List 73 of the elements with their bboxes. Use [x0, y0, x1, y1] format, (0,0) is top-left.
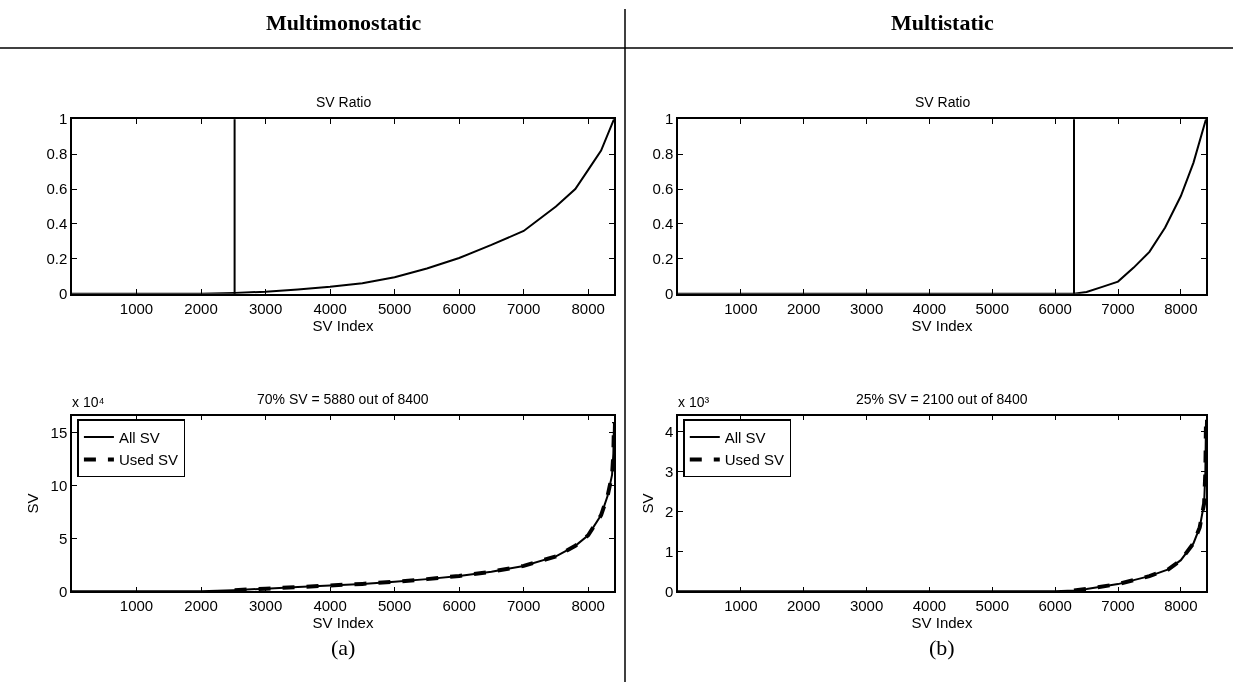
- x-axis-title: SV Index: [911, 614, 973, 632]
- x-tick-label: 6000: [1038, 299, 1072, 317]
- x-axis-title: SV Index: [911, 316, 973, 334]
- x-tick-label: 7000: [506, 299, 541, 317]
- x-tick-label: 8000: [1164, 299, 1198, 317]
- text: x 10⁴: [72, 394, 105, 410]
- x-tick-label: 6000: [442, 299, 476, 317]
- y-tick-label: 0: [664, 285, 674, 303]
- x-tick-label: 6000: [442, 597, 476, 615]
- x-tick-label: 3000: [849, 299, 884, 317]
- x-tick-label: 2000: [787, 299, 821, 317]
- y-tick-label: 3: [664, 462, 674, 480]
- legend-label: Used SV: [118, 451, 179, 469]
- x-tick-label: 4000: [313, 299, 347, 317]
- y-tick-label: 0.6: [46, 180, 68, 198]
- text: Multistatic: [891, 10, 994, 35]
- y-tick-label: 10: [50, 476, 68, 494]
- y-tick-label: 2: [664, 502, 674, 520]
- y-tick-label: 0.8: [46, 145, 68, 163]
- legend-label: All SV: [724, 428, 766, 446]
- x-tick-label: 8000: [571, 597, 605, 615]
- x-tick-label: 5000: [975, 299, 1009, 317]
- y-tick-label: 0.4: [46, 215, 68, 233]
- x-tick-label: 7000: [1101, 597, 1135, 615]
- legend-label: All SV: [118, 428, 160, 446]
- x-axis-title: SV Index: [312, 614, 374, 632]
- y-tick-label: 0: [58, 582, 68, 600]
- chart-title: SV Ratio: [316, 94, 372, 110]
- y-tick-label: 0.6: [652, 180, 674, 198]
- y-tick-label: 1: [664, 110, 674, 128]
- y-tick-label: 0.8: [652, 145, 674, 163]
- x-tick-label: 7000: [506, 597, 541, 615]
- text: x 10³: [678, 394, 710, 410]
- x-tick-label: 8000: [571, 299, 605, 317]
- y-tick-label: 15: [50, 423, 68, 441]
- x-tick-label: 2000: [184, 299, 218, 317]
- y-tick-label: 0.4: [652, 215, 674, 233]
- y-tick-label: 0: [58, 285, 68, 303]
- text: Multimonostatic: [266, 10, 422, 35]
- x-tick-label: 4000: [912, 597, 947, 615]
- y-tick-label: 0.2: [652, 250, 674, 268]
- y-tick-label: 1: [58, 110, 68, 128]
- legend-label: Used SV: [724, 451, 784, 469]
- x-tick-label: 6000: [1038, 597, 1072, 615]
- x-tick-label: 3000: [849, 597, 884, 615]
- x-tick-label: 5000: [377, 597, 412, 615]
- x-tick-label: 1000: [724, 597, 758, 615]
- x-tick-label: 2000: [184, 597, 218, 615]
- x-tick-label: 5000: [377, 299, 412, 317]
- x-tick-label: 5000: [975, 597, 1009, 615]
- y-tick-label: 0.2: [46, 250, 68, 268]
- x-axis-title: SV Index: [312, 316, 374, 334]
- x-tick-label: 1000: [119, 299, 154, 317]
- text: (b): [929, 635, 955, 660]
- x-tick-label: 3000: [248, 597, 283, 615]
- y-axis-title: SV: [638, 493, 656, 514]
- text: (a): [331, 635, 356, 660]
- x-tick-label: 7000: [1101, 299, 1135, 317]
- x-tick-label: 1000: [119, 597, 154, 615]
- y-tick-label: 1: [664, 542, 674, 560]
- y-tick-label: 4: [664, 422, 674, 440]
- x-tick-label: 1000: [724, 299, 758, 317]
- chart-title: 25% SV = 2100 out of 8400: [856, 391, 1028, 407]
- chart-title: 70% SV = 5880 out of 8400: [257, 391, 429, 407]
- x-tick-label: 3000: [248, 299, 283, 317]
- x-tick-label: 2000: [787, 597, 821, 615]
- y-axis-title: SV: [24, 493, 42, 514]
- x-tick-label: 4000: [912, 299, 947, 317]
- chart-title: SV Ratio: [915, 94, 971, 110]
- x-tick-label: 4000: [313, 597, 347, 615]
- x-tick-label: 8000: [1164, 597, 1198, 615]
- y-tick-label: 0: [664, 582, 674, 600]
- y-tick-label: 5: [58, 529, 68, 547]
